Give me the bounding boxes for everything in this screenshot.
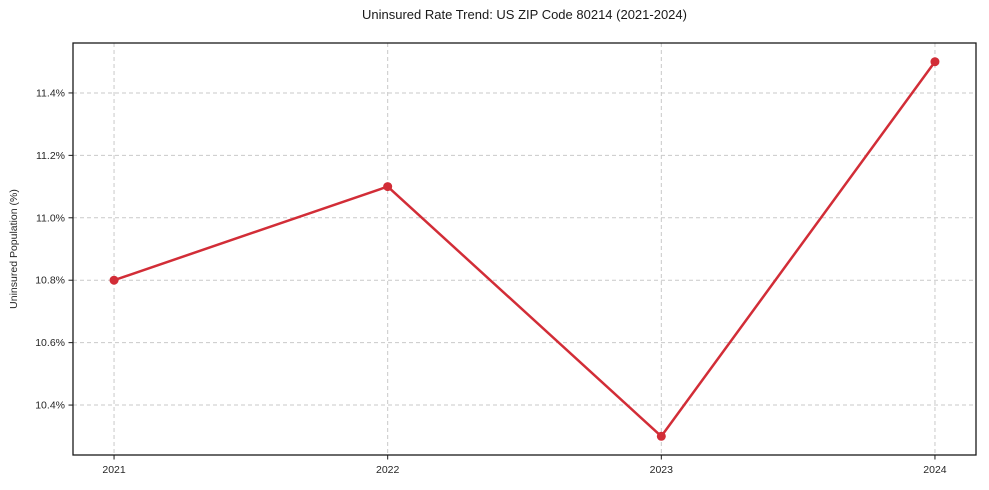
y-tick-label: 10.8% xyxy=(35,275,65,287)
x-tick-label: 2021 xyxy=(102,464,126,476)
y-tick-label: 11.2% xyxy=(36,150,65,162)
chart-title: Uninsured Rate Trend: US ZIP Code 80214 … xyxy=(362,7,687,22)
x-tick-label: 2024 xyxy=(923,464,947,476)
x-tick-label: 2023 xyxy=(650,464,674,476)
y-tick-label: 11.4% xyxy=(36,87,65,99)
data-point-2023 xyxy=(656,431,666,441)
data-point-2022 xyxy=(383,182,393,192)
y-tick-label: 10.6% xyxy=(35,337,65,349)
axes-spines xyxy=(72,42,977,456)
data-point-2021 xyxy=(109,275,119,285)
trend-line xyxy=(112,60,937,438)
x-tick-label: 2022 xyxy=(376,464,400,476)
data-point-2024 xyxy=(930,57,940,67)
y-tick-label: 10.4% xyxy=(35,400,65,412)
y-tick-label: 11.0% xyxy=(36,212,65,224)
